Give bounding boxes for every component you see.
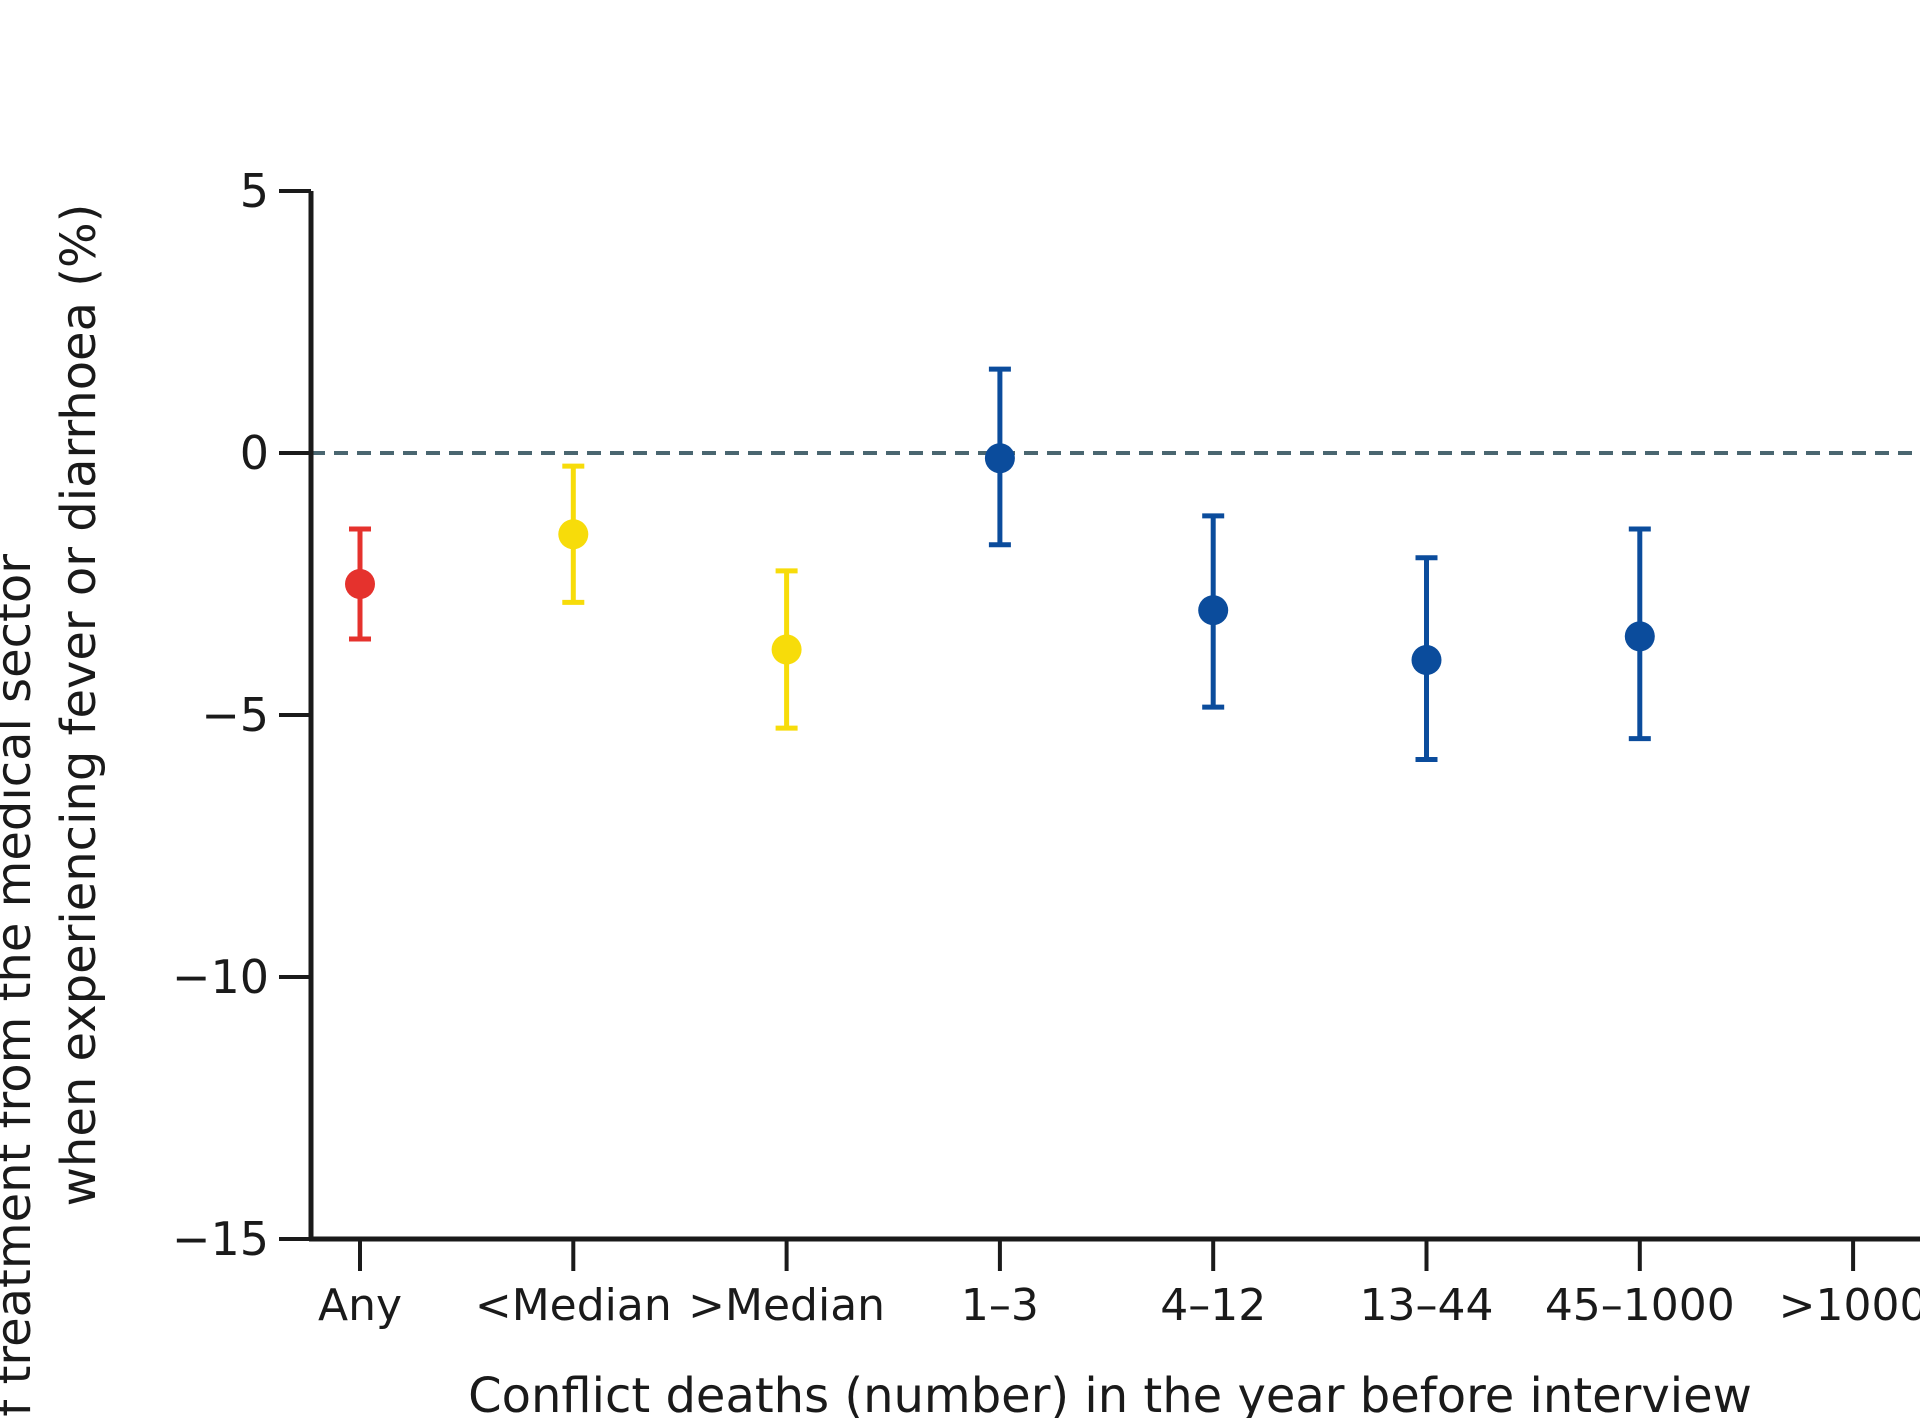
point-estimate-marker — [984, 443, 1015, 474]
x-ticks: Any <Median >Median 1–3 4–12 13–44 45–1000 >100… — [318, 1239, 1920, 1331]
error-bar-layer — [345, 366, 1655, 763]
x-tick-label: 4–12 — [1160, 1280, 1266, 1331]
point-estimate-marker — [1198, 595, 1229, 626]
point-estimate-marker — [771, 634, 802, 665]
data-point-group — [345, 526, 375, 642]
y-tick-label: 5 — [240, 164, 269, 218]
x-tick-label: 13–44 — [1360, 1280, 1494, 1331]
y-ticks: 5 0 −5 −10 −15 — [172, 164, 311, 1266]
data-point-group — [1198, 513, 1229, 710]
data-point-group — [1624, 526, 1655, 742]
x-tick-label: Any — [318, 1280, 402, 1331]
point-estimate-marker — [558, 519, 589, 550]
y-tick-label: −5 — [201, 688, 269, 742]
x-tick-label: 1–3 — [961, 1280, 1039, 1331]
y-tick-label: −10 — [172, 950, 269, 1004]
y-tick-label: −15 — [172, 1212, 269, 1266]
y-axis-title-line-1: of treatment from the medical sector — [0, 554, 42, 1418]
x-tick-label: >1000 — [1779, 1280, 1920, 1331]
x-tick-label: 45–1000 — [1545, 1280, 1735, 1331]
x-tick-label: >Median — [688, 1280, 885, 1331]
x-axis-title: Conflict deaths (number) in the year bef… — [468, 1368, 1752, 1418]
x-tick-label: <Median — [475, 1280, 672, 1331]
axes — [308, 191, 1920, 1242]
point-estimate-marker — [345, 569, 375, 599]
point-estimate-marker — [1624, 621, 1655, 652]
y-axis-title-line-2: when experiencing fever or diarrhoea (%) — [51, 204, 107, 1207]
data-point-group — [558, 463, 589, 605]
point-estimate-marker — [1411, 644, 1442, 675]
data-point-group — [771, 568, 802, 731]
data-point-group — [984, 366, 1015, 548]
y-tick-label: 0 — [240, 426, 269, 480]
data-point-group — [1411, 555, 1442, 763]
y-axis-title: of treatment from the medical sector whe… — [0, 204, 107, 1418]
